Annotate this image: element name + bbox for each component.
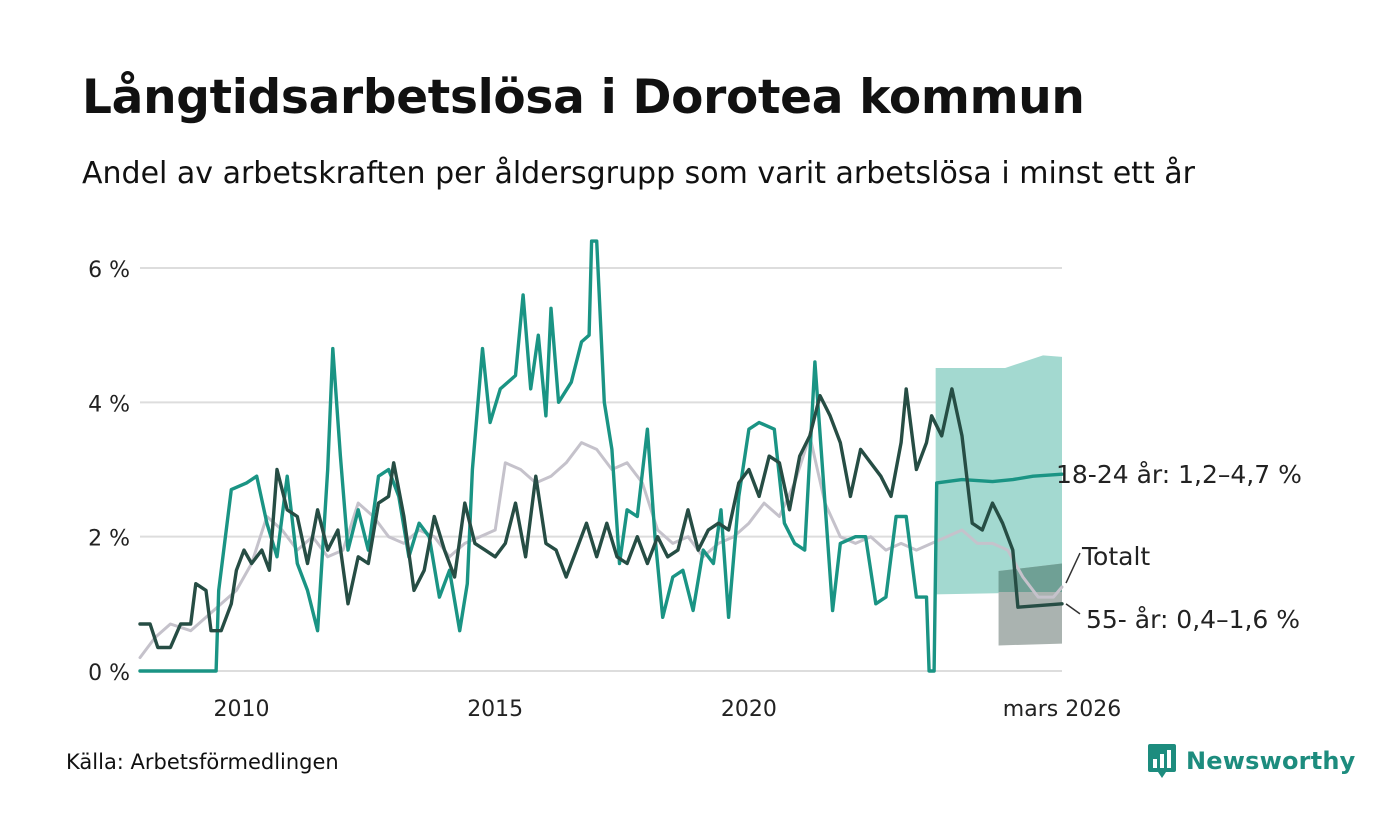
- brand-name: Newsworthy: [1186, 747, 1356, 775]
- series-line-total: [138, 434, 1064, 660]
- series-label-total: Totalt: [1081, 542, 1150, 571]
- series-label-senior: 55- år: 0,4–1,6 %: [1086, 605, 1300, 634]
- series-lines: [138, 239, 1064, 673]
- y-tick-label: 6 %: [88, 258, 130, 283]
- y-tick-label: 2 %: [88, 527, 130, 552]
- series-label-youth: 18-24 år: 1,2–4,7 %: [1056, 460, 1302, 489]
- newsworthy-logo-icon: [1148, 744, 1176, 778]
- series-line-youth: [138, 239, 1064, 673]
- axis-labels: 0 % 2 % 4 % 6 % 2010 2015 2020 mars 2026: [88, 258, 1121, 722]
- y-tick-label: 4 %: [88, 392, 130, 417]
- series-labels: 18-24 år: 1,2–4,7 % Totalt 55- år: 0,4–1,6…: [1056, 460, 1302, 634]
- y-tick-label: 0 %: [88, 661, 130, 686]
- source-note: Källa: Arbetsförmedlingen: [66, 750, 339, 774]
- x-tick-label: 2020: [721, 697, 777, 722]
- series-line-senior: [138, 387, 1064, 650]
- chart-title: Långtidsarbetslösa i Dorotea kommun: [82, 70, 1085, 125]
- line-chart: 0 % 2 % 4 % 6 % 2010 2015 2020 mars 2026 18-24 …: [88, 239, 1302, 722]
- x-tick-label: 2015: [467, 697, 523, 722]
- chart-subtitle: Andel av arbetskraften per åldersgrupp s…: [82, 156, 1195, 191]
- leader-line-total: [1065, 552, 1081, 584]
- leader-line-senior: [1065, 603, 1081, 615]
- brand[interactable]: Newsworthy: [1148, 744, 1356, 778]
- x-tick-label: mars 2026: [1003, 697, 1121, 722]
- x-tick-label: 2010: [213, 697, 269, 722]
